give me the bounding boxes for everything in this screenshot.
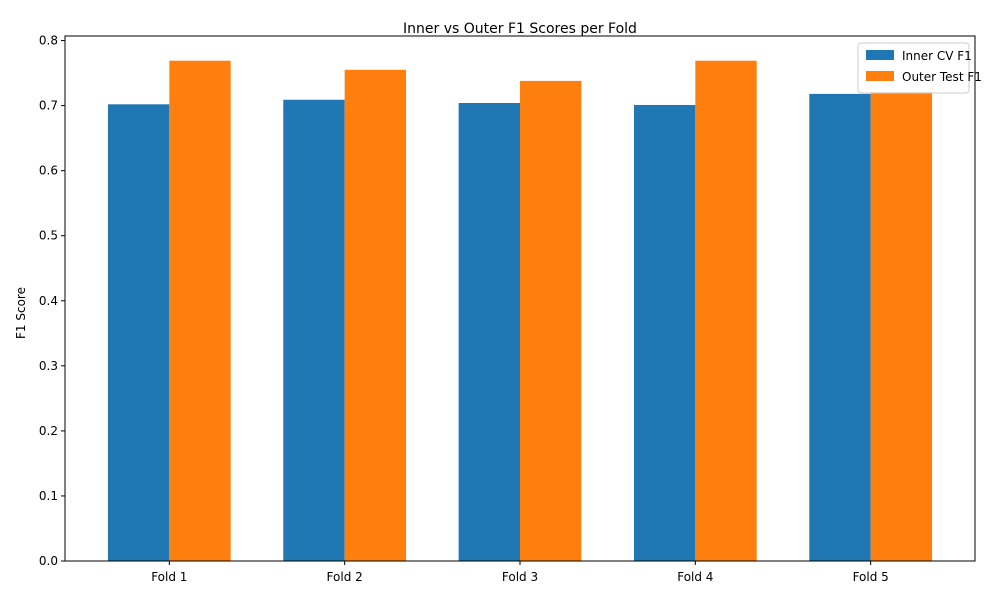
y-tick-label: 0.7 [39,99,58,113]
y-tick-label: 0.3 [39,359,58,373]
bar-outer-fold-5 [870,91,933,561]
legend-label-outer: Outer Test F1 [902,70,982,84]
bar-outer-fold-2 [344,69,407,561]
bar-inner-fold-4 [633,104,696,562]
legend: Inner CV F1 Outer Test F1 [857,42,982,94]
x-tick-label: Fold 2 [327,570,363,584]
bars-layer [107,60,933,562]
x-tick-label: Fold 1 [151,570,187,584]
y-tick-label: 0.6 [39,164,58,178]
x-tick-label: Fold 5 [853,570,889,584]
y-tick-label: 0.0 [39,554,58,568]
y-axis-label: F1 Score [14,287,28,339]
x-tick-label: Fold 4 [677,570,713,584]
bar-inner-fold-5 [809,93,871,562]
bar-outer-fold-3 [520,80,582,561]
y-tick-label: 0.1 [39,489,58,503]
ticks-layer: Fold 1 Fold 2 Fold 3 Fold 4 Fold 5 0.0 0.1 0.2 0… [39,34,889,584]
chart-title: Inner vs Outer F1 Scores per Fold [403,21,637,37]
legend-swatch-inner [866,50,894,60]
x-tick-label: Fold 3 [502,570,538,584]
y-tick-label: 0.2 [39,424,58,438]
bar-inner-fold-2 [283,99,345,561]
bar-inner-fold-1 [107,104,170,561]
legend-label-inner: Inner CV F1 [902,49,972,63]
legend-swatch-outer [866,71,894,81]
bar-outer-fold-1 [169,60,231,561]
plot-frame [64,35,976,562]
y-tick-label: 0.5 [39,229,58,243]
bar-outer-fold-4 [695,60,757,561]
y-tick-label: 0.4 [39,294,58,308]
bar-inner-fold-3 [458,103,520,561]
y-tick-label: 0.8 [39,34,58,48]
